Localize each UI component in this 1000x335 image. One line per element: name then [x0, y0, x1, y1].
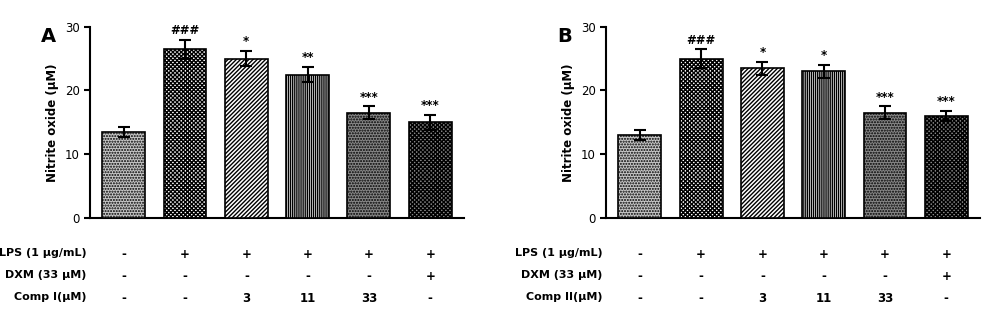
Text: -: - — [637, 292, 642, 305]
Text: -: - — [637, 248, 642, 261]
Text: ***: *** — [421, 99, 440, 112]
Bar — [925, 116, 968, 218]
Text: +: + — [880, 248, 890, 261]
Bar — [680, 59, 723, 218]
Bar — [347, 113, 390, 218]
Text: +: + — [941, 248, 951, 261]
Text: 3: 3 — [242, 292, 250, 305]
Text: LPS (1 μg/mL): LPS (1 μg/mL) — [515, 248, 602, 258]
Text: -: - — [366, 270, 371, 283]
Bar — [618, 135, 661, 218]
Text: -: - — [944, 292, 949, 305]
Text: +: + — [425, 248, 435, 261]
Text: -: - — [760, 270, 765, 283]
Text: +: + — [696, 248, 706, 261]
Text: DXM (33 μM): DXM (33 μM) — [521, 270, 602, 280]
Bar — [225, 59, 268, 218]
Text: -: - — [637, 270, 642, 283]
Bar — [286, 75, 329, 218]
Text: +: + — [241, 248, 251, 261]
Text: 11: 11 — [300, 292, 316, 305]
Text: ***: *** — [937, 95, 956, 108]
Text: -: - — [244, 270, 249, 283]
Text: 33: 33 — [361, 292, 377, 305]
Text: -: - — [699, 270, 704, 283]
Bar — [164, 49, 206, 218]
Text: ***: *** — [876, 91, 894, 104]
Text: -: - — [883, 270, 887, 283]
Text: **: ** — [301, 51, 314, 64]
Text: ###: ### — [686, 34, 716, 47]
Text: *: * — [821, 50, 827, 62]
Text: +: + — [757, 248, 767, 261]
Text: +: + — [180, 248, 190, 261]
Y-axis label: Nitrite oxide (μM): Nitrite oxide (μM) — [562, 63, 575, 182]
Text: -: - — [121, 248, 126, 261]
Text: ###: ### — [170, 24, 200, 37]
Text: -: - — [699, 292, 704, 305]
Text: -: - — [183, 292, 187, 305]
Text: LPS (1 μg/mL): LPS (1 μg/mL) — [0, 248, 86, 258]
Text: -: - — [428, 292, 433, 305]
Bar — [802, 71, 845, 218]
Text: Comp I(μM): Comp I(μM) — [14, 292, 86, 302]
Bar — [409, 122, 452, 218]
Text: +: + — [425, 270, 435, 283]
Bar — [864, 113, 906, 218]
Text: 11: 11 — [816, 292, 832, 305]
Text: -: - — [121, 270, 126, 283]
Text: *: * — [759, 46, 765, 59]
Text: +: + — [303, 248, 313, 261]
Text: *: * — [243, 36, 249, 49]
Text: +: + — [819, 248, 829, 261]
Text: -: - — [821, 270, 826, 283]
Bar — [741, 68, 784, 218]
Text: B: B — [557, 27, 572, 46]
Text: A: A — [41, 27, 57, 46]
Text: +: + — [941, 270, 951, 283]
Bar — [102, 132, 145, 218]
Text: ***: *** — [360, 91, 378, 104]
Text: -: - — [305, 270, 310, 283]
Y-axis label: Nitrite oxide (μM): Nitrite oxide (μM) — [46, 63, 59, 182]
Text: DXM (33 μM): DXM (33 μM) — [5, 270, 86, 280]
Text: 33: 33 — [877, 292, 893, 305]
Text: -: - — [121, 292, 126, 305]
Text: +: + — [364, 248, 374, 261]
Text: 3: 3 — [758, 292, 766, 305]
Text: -: - — [183, 270, 187, 283]
Text: Comp II(μM): Comp II(μM) — [526, 292, 602, 302]
